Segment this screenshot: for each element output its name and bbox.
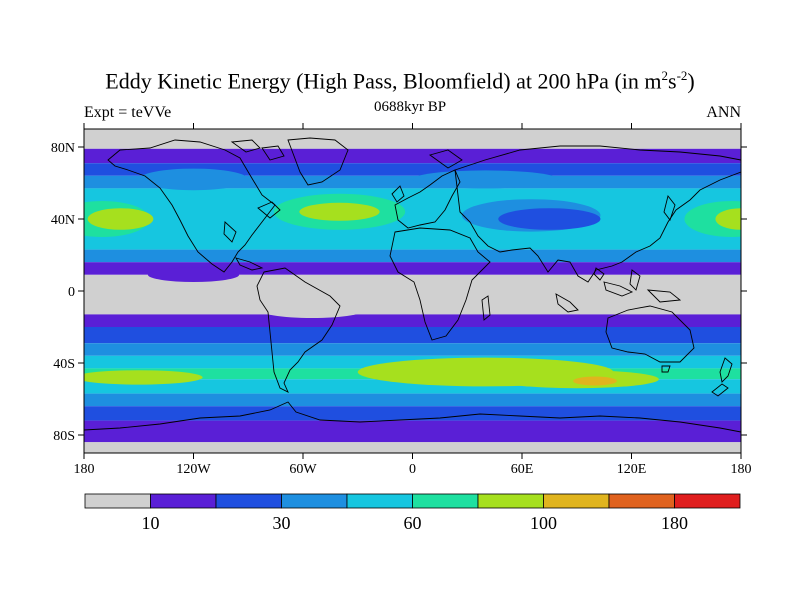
- colorbar-label-1: 30: [273, 513, 291, 533]
- y-tick-label-3: 40S: [53, 357, 75, 372]
- eke-region-11: [257, 300, 367, 318]
- colorbar-box-0: [84, 493, 151, 509]
- colorbar-box-8: [608, 493, 675, 509]
- plot-title: Eddy Kinetic Energy (High Pass, Bloomfie…: [0, 68, 800, 94]
- eke-band-3: [84, 175, 741, 189]
- plot-subtitle: 0688kyr BP: [373, 99, 447, 115]
- eke-band-10: [84, 343, 741, 356]
- map-axes: 180 120W 60W 0 60E 120E 180 80N 40N 0 40S 80S: [51, 123, 752, 477]
- eke-region-5: [299, 202, 380, 221]
- colorbar-box-1: [150, 493, 217, 509]
- eke-region-7: [498, 208, 601, 230]
- experiment-label: Expt = teVVe: [84, 104, 172, 121]
- x-tick-label-0: 180: [74, 462, 95, 477]
- title-sup-1: 2: [661, 68, 669, 83]
- eke-band-5: [84, 249, 741, 263]
- eke-band-17: [84, 442, 741, 453]
- eke-band-6: [84, 262, 741, 275]
- eke-region-14: [573, 376, 617, 386]
- x-tick-label-1: 120W: [176, 462, 211, 477]
- title-main: Eddy Kinetic Energy (High Pass, Bloomfie…: [105, 68, 662, 94]
- title-sup-2: -2: [676, 68, 688, 83]
- y-tick-label-4: 80S: [53, 429, 75, 444]
- y-tick-label-0: 80N: [51, 141, 75, 156]
- colorbar-box-2: [215, 493, 282, 509]
- colorbar-box-3: [281, 493, 348, 509]
- eke-region-1: [684, 201, 741, 237]
- colorbar-box-5: [412, 493, 479, 509]
- colorbar-box-9: [674, 493, 741, 509]
- eke-band-9: [84, 327, 741, 344]
- colorbar-box-4: [346, 493, 413, 509]
- colorbar-box-6: [477, 493, 544, 509]
- x-tick-label-4: 60E: [511, 462, 534, 477]
- eke-band-14: [84, 393, 741, 407]
- colorbar-label-2: 60: [404, 513, 422, 533]
- eke-region-2: [87, 208, 154, 230]
- eke-band-0: [84, 129, 741, 149]
- title-end: ): [687, 68, 695, 94]
- colorbar-label-0: 10: [142, 513, 160, 533]
- eke-band-16: [84, 420, 741, 443]
- title-mid: s: [668, 68, 677, 94]
- coastlines: [84, 137, 741, 433]
- colorbar-label-3: 100: [530, 513, 557, 533]
- eke-region-9: [412, 170, 559, 189]
- period-label: ANN: [706, 104, 741, 121]
- eke-band-8: [84, 314, 741, 327]
- y-tick-label-1: 40N: [51, 213, 75, 228]
- eke-region-10: [147, 267, 240, 282]
- x-tick-label-6: 180: [731, 462, 752, 477]
- y-tick-label-2: 0: [68, 285, 75, 300]
- x-tick-label-3: 0: [409, 462, 416, 477]
- colorbar-label-4: 180: [661, 513, 688, 533]
- colorbar: 10 30 60 100 180: [84, 493, 741, 533]
- eke-region-8: [138, 168, 249, 191]
- colorbar-box-7: [543, 493, 610, 509]
- eke-band-1: [84, 148, 741, 164]
- eke-region-3: [715, 208, 741, 230]
- eke-region-15: [84, 370, 203, 385]
- eke-band-4: [84, 188, 741, 250]
- x-tick-label-2: 60W: [289, 462, 317, 477]
- x-tick-label-5: 120E: [617, 462, 647, 477]
